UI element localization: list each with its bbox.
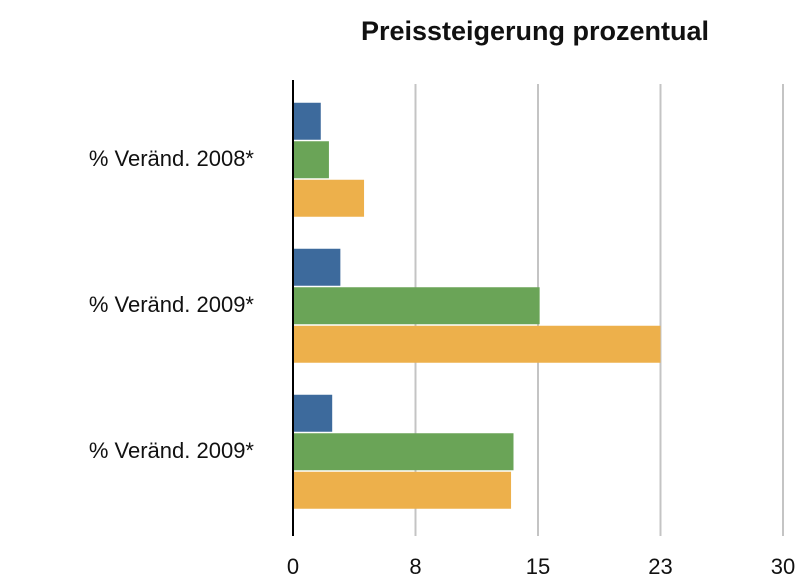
bar xyxy=(293,287,540,325)
bar xyxy=(293,325,661,363)
y-tick-label: % Veränd. 2008* xyxy=(89,146,255,171)
bar xyxy=(293,141,329,179)
x-tick-label: 8 xyxy=(409,554,421,579)
y-tick-label: % Veränd. 2009* xyxy=(89,438,255,463)
bar xyxy=(293,471,512,509)
x-tick-label: 23 xyxy=(648,554,672,579)
bar xyxy=(293,179,365,217)
x-tick-label: 15 xyxy=(526,554,550,579)
x-tick-label: 30 xyxy=(771,554,795,579)
bar xyxy=(293,102,321,140)
y-tick-label: % Veränd. 2009* xyxy=(89,292,255,317)
x-tick-label: 0 xyxy=(287,554,299,579)
bar xyxy=(293,433,514,471)
bar xyxy=(293,248,341,286)
chart-title: Preissteigerung prozentual xyxy=(361,16,709,46)
bar xyxy=(293,394,333,432)
